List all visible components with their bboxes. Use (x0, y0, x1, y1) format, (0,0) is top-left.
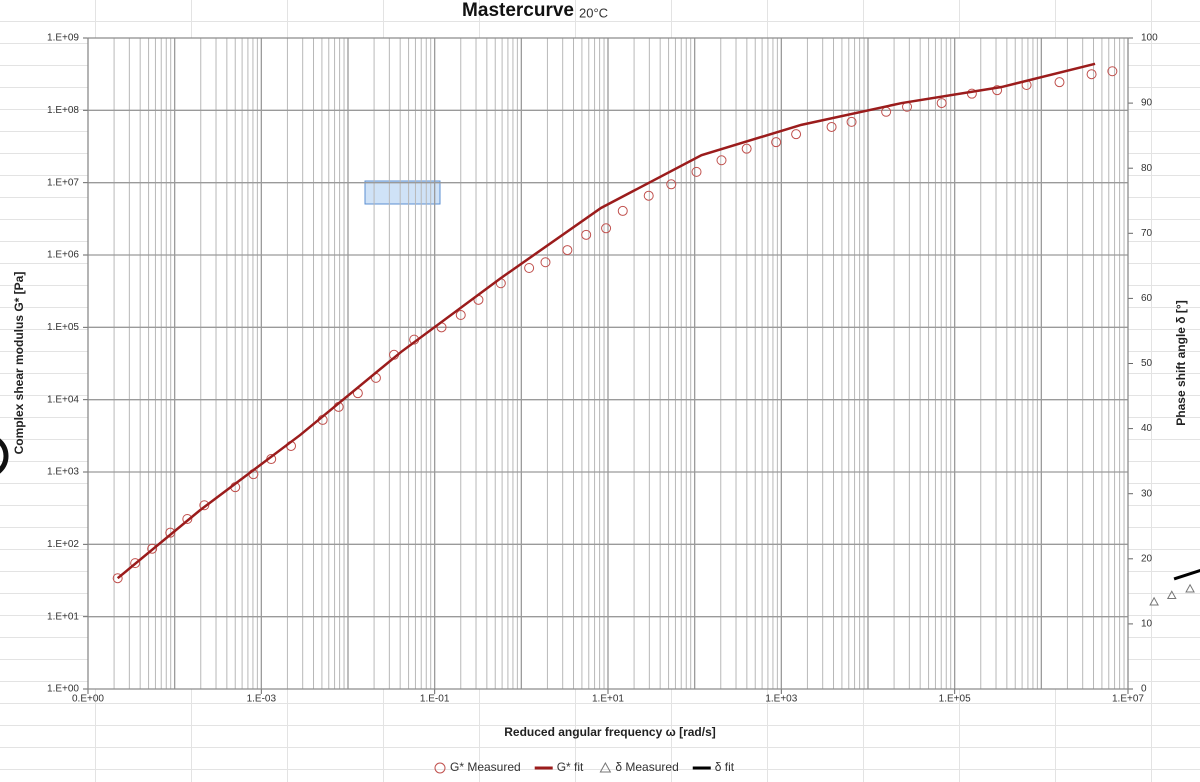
y2-tick-label: 50 (1141, 358, 1153, 369)
y2-tick-label: 40 (1141, 423, 1153, 434)
point (716, 155, 727, 166)
y2-tick-label: 0 (1141, 684, 1147, 695)
point (112, 573, 123, 584)
y-tick-label: 1.E+07 (47, 177, 79, 188)
point (182, 513, 193, 524)
y2-tick-label: 60 (1141, 293, 1153, 304)
point (1166, 590, 1177, 599)
y-axis-label: Complex shear modulus G* [Pa] (12, 272, 26, 455)
y2-axis-label: Phase shift angle δ [°] (1174, 300, 1188, 425)
point (455, 310, 466, 321)
point (524, 263, 535, 274)
y2-tick-label: 70 (1141, 228, 1153, 239)
legend-label: G* Measured (450, 760, 521, 774)
point (643, 190, 654, 201)
fit-line (116, 62, 1096, 580)
point (540, 257, 551, 268)
y-tick-label: 1.E+09 (47, 33, 79, 44)
point (741, 143, 752, 154)
selection-box[interactable] (364, 180, 441, 205)
legend: G* Measured G* fit δ Measured δ fit (434, 760, 735, 774)
y-tick-label: 1.E+03 (47, 467, 79, 478)
point (130, 558, 141, 569)
y-tick-label: 1.E+08 (47, 105, 79, 116)
y-tick-label: 1.E+06 (47, 250, 79, 261)
point (617, 205, 628, 216)
point (581, 229, 592, 240)
edge-handle (0, 438, 9, 474)
legend-label: δ fit (715, 760, 735, 774)
x-tick-label: 1.E+05 (939, 694, 971, 705)
x-tick-label: 1.E+03 (765, 694, 797, 705)
point (771, 137, 782, 148)
x-axis-label: Reduced angular frequency ω [rad/s] (504, 725, 716, 739)
point (1185, 583, 1195, 593)
y2-tick-label: 100 (1141, 33, 1158, 44)
point (936, 98, 947, 109)
legend-label: G* fit (557, 760, 584, 774)
fit-line (1173, 569, 1200, 581)
legend-swatch (599, 761, 612, 773)
chart-title: Mastercurve (462, 0, 574, 21)
y2-tick-label: 10 (1141, 619, 1153, 630)
y2-tick-label: 20 (1141, 553, 1153, 564)
x-tick-label: 1.E+07 (1112, 694, 1144, 705)
point (199, 500, 210, 511)
y-tick-label: 1.E+04 (47, 394, 79, 405)
y-tick-label: 1.E+00 (47, 684, 79, 695)
x-tick-label: 1.E-01 (420, 694, 450, 705)
y2-tick-label: 90 (1141, 98, 1153, 109)
point (562, 245, 573, 256)
point (791, 129, 802, 140)
point (826, 121, 837, 132)
point (165, 527, 176, 538)
y2-tick-label: 80 (1141, 163, 1153, 174)
legend-swatch (434, 762, 446, 774)
chart-subtitle: 20°C (579, 5, 608, 20)
point (1054, 77, 1065, 88)
point (992, 85, 1003, 96)
point (1086, 69, 1097, 80)
x-tick-label: 1.E+01 (592, 694, 624, 705)
legend-label: δ Measured (615, 760, 678, 774)
plot-border (87, 37, 1129, 690)
point (601, 223, 612, 234)
point (846, 116, 857, 127)
point (1107, 66, 1118, 77)
y-tick-label: 1.E+05 (47, 322, 79, 333)
grid (87, 37, 1129, 690)
point (666, 179, 677, 190)
point (691, 166, 702, 177)
point (1149, 596, 1159, 606)
y-tick-label: 1.E+01 (47, 611, 79, 622)
point (147, 543, 158, 554)
x-tick-label: 0.E+00 (72, 694, 104, 705)
x-tick-label: 1.E-03 (247, 694, 277, 705)
y-tick-label: 1.E+02 (47, 539, 79, 550)
y2-tick-label: 30 (1141, 488, 1153, 499)
